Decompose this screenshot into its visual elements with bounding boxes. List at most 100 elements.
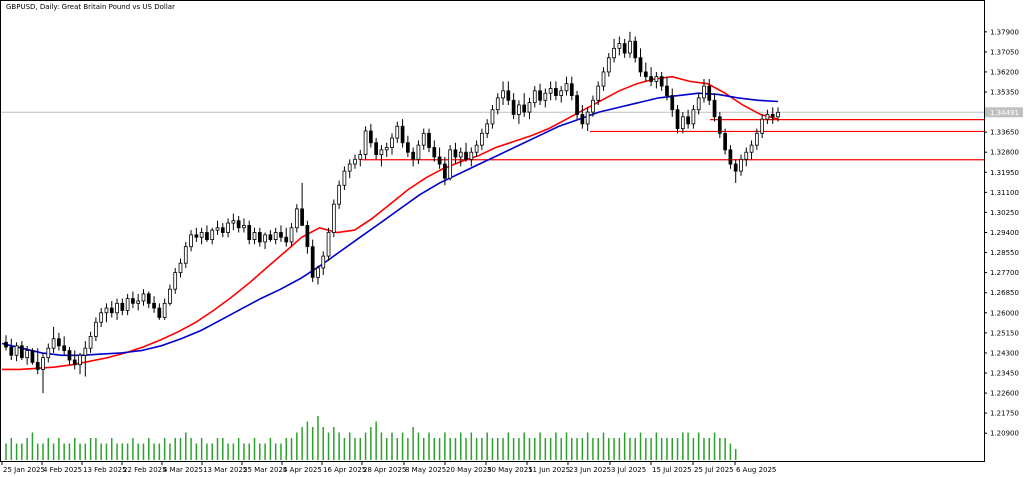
x-tick-label: 11 Jun 2025 xyxy=(528,466,570,474)
bear-candle xyxy=(569,83,574,96)
bull-candle xyxy=(390,137,394,148)
bear-candle xyxy=(236,220,241,229)
bull-candle xyxy=(480,132,484,146)
bull-candle xyxy=(744,151,749,160)
y-tick-label: 1.24300 xyxy=(990,349,1019,357)
bear-candle xyxy=(717,116,722,134)
bear-candle xyxy=(406,142,410,153)
y-tick-label: 1.32800 xyxy=(990,149,1019,157)
x-tick-label: 4 Apr 2025 xyxy=(283,466,322,474)
bull-candle xyxy=(490,109,495,125)
bear-candle xyxy=(670,95,675,111)
y-tick-label: 1.25150 xyxy=(990,329,1019,337)
bull-candle xyxy=(337,184,341,205)
bear-candle xyxy=(659,76,664,87)
bull-candle xyxy=(125,298,130,311)
bull-candle xyxy=(495,97,500,111)
y-tick-label: 1.30250 xyxy=(990,209,1019,217)
moving-averages xyxy=(1,75,779,371)
x-tick-label: 16 Apr 2025 xyxy=(323,466,366,474)
x-tick-label: 3 Jul 2025 xyxy=(611,466,646,474)
bear-candle xyxy=(622,43,627,54)
x-tick-label: 22 Feb 2025 xyxy=(123,466,167,474)
bull-candle xyxy=(691,109,696,125)
y-tick-label: 1.29400 xyxy=(990,229,1019,237)
x-tick-label: 13 Mar 2025 xyxy=(203,466,247,474)
bull-candle xyxy=(379,149,384,155)
bull-candle xyxy=(242,225,246,229)
bear-candle xyxy=(30,350,35,363)
bull-candle xyxy=(469,151,474,160)
bear-candle xyxy=(511,99,516,115)
plot-frame xyxy=(0,0,985,462)
bull-candle xyxy=(183,246,188,264)
volume-histogram xyxy=(5,416,737,460)
x-tick-label: 25 Mar 2025 xyxy=(243,466,287,474)
bull-candle xyxy=(749,144,754,153)
bull-candle xyxy=(199,232,204,238)
bull-candle xyxy=(384,147,389,151)
bear-candle xyxy=(643,71,648,78)
bear-candle xyxy=(374,142,378,155)
bear-candle xyxy=(728,149,733,165)
fast-ma-line xyxy=(2,75,779,371)
bull-candle xyxy=(776,111,780,118)
slow-ma-line xyxy=(1,92,779,357)
y-tick-label: 1.22600 xyxy=(990,390,1019,398)
bear-candle xyxy=(368,130,373,144)
bear-candle xyxy=(247,225,252,240)
x-tick-label: 4 Feb 2025 xyxy=(43,466,82,474)
bull-candle xyxy=(585,111,590,125)
y-tick-label: 1.36200 xyxy=(990,68,1019,76)
bull-candle xyxy=(739,158,743,172)
x-tick-label: 20 May 2025 xyxy=(446,466,492,474)
x-tick-label: 28 Apr 2025 xyxy=(363,466,406,474)
bear-candle xyxy=(152,302,156,309)
bull-candle xyxy=(606,57,611,73)
x-tick-label: 6 Aug 2025 xyxy=(736,466,776,474)
bear-candle xyxy=(279,232,283,238)
bull-candle xyxy=(347,163,352,172)
bear-candle xyxy=(4,341,8,348)
bear-candle xyxy=(649,76,653,82)
bull-candle xyxy=(104,307,109,314)
current-price-badge xyxy=(985,107,1023,118)
candlesticks xyxy=(4,31,780,394)
bull-candle xyxy=(517,104,521,115)
bull-candle xyxy=(485,123,490,134)
bear-candle xyxy=(205,232,209,240)
x-tick-label: 4 Mar 2025 xyxy=(163,466,203,474)
bear-candle xyxy=(257,232,262,243)
bear-candle xyxy=(411,151,416,160)
bull-candle xyxy=(294,208,299,229)
bear-candle xyxy=(538,90,542,101)
bear-candle xyxy=(268,234,273,240)
bear-candle xyxy=(427,132,431,148)
bear-candle xyxy=(665,85,669,96)
bear-candle xyxy=(310,246,315,278)
bear-candle xyxy=(131,298,135,304)
y-tick-label: 1.37900 xyxy=(990,28,1019,36)
bear-candle xyxy=(443,163,447,179)
bull-candle xyxy=(136,300,141,304)
bear-candle xyxy=(675,109,680,130)
bear-candle xyxy=(723,132,727,151)
x-tick-label: 23 Jun 2025 xyxy=(569,466,611,474)
bull-candle xyxy=(289,227,294,243)
bull-candle xyxy=(83,347,88,356)
bear-candle xyxy=(20,345,24,359)
bull-candle xyxy=(326,232,331,257)
bull-candle xyxy=(141,293,146,302)
bull-candle xyxy=(702,85,706,99)
bear-candle xyxy=(522,104,527,113)
bear-candle xyxy=(35,361,40,370)
bull-candle xyxy=(548,88,553,94)
bull-candle xyxy=(760,118,764,134)
bull-candle xyxy=(51,338,56,349)
bull-candle xyxy=(173,272,178,290)
bull-candle xyxy=(754,132,759,146)
bear-candle xyxy=(300,208,304,226)
bull-candle xyxy=(162,302,167,318)
